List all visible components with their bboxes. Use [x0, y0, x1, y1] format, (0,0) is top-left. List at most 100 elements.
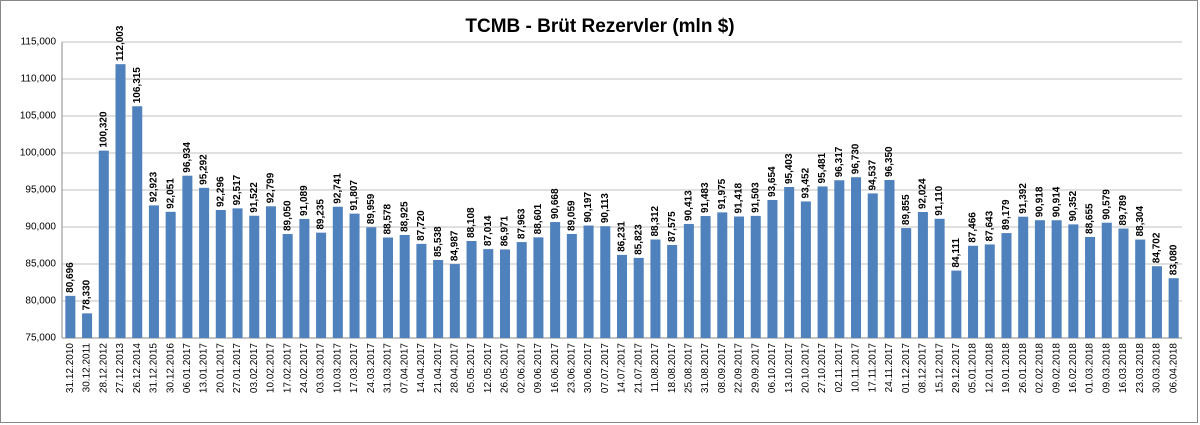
- x-tick-label: 28.04.2017: [449, 343, 460, 393]
- bar: [1034, 220, 1045, 338]
- bar: [1085, 236, 1096, 338]
- chart-title: TCMB - Brüt Rezervler (mln $): [465, 16, 734, 37]
- value-label: 84,987: [449, 230, 460, 261]
- x-tick-label: 05.05.2017: [466, 343, 477, 393]
- bar: [750, 215, 761, 338]
- bar: [1068, 224, 1079, 338]
- x-tick-label: 02.11.2017: [834, 343, 845, 393]
- value-label: 91,503: [750, 182, 761, 213]
- value-label: 90,113: [600, 193, 611, 223]
- x-tick-label: 12.01.2018: [984, 343, 995, 393]
- x-tick-label: 06.01.2017: [182, 343, 193, 393]
- value-label: 84,702: [1152, 232, 1163, 263]
- value-label: 96,730: [851, 143, 862, 174]
- x-tick-label: 29.12.2017: [951, 343, 962, 393]
- bar: [299, 218, 310, 338]
- value-label: 91,392: [1018, 183, 1029, 214]
- x-tick-label: 03.02.2017: [249, 343, 260, 393]
- bar: [499, 249, 510, 338]
- bar: [1101, 222, 1112, 338]
- value-label: 86,231: [617, 221, 628, 252]
- value-label: 89,050: [282, 200, 293, 231]
- bar: [449, 264, 460, 338]
- value-label: 95,403: [784, 153, 795, 184]
- bar: [98, 150, 109, 338]
- bar: [984, 244, 995, 338]
- bar: [148, 205, 159, 338]
- value-label: 91,089: [299, 185, 310, 216]
- value-label: 89,959: [366, 193, 377, 224]
- bar: [917, 212, 928, 338]
- bar: [600, 226, 611, 338]
- bar: [1018, 216, 1029, 338]
- bar: [282, 234, 293, 338]
- value-label: 88,578: [383, 203, 394, 234]
- value-label: 89,855: [901, 194, 912, 225]
- x-tick-label: 11.08.2017: [650, 343, 661, 393]
- x-tick-label: 25.08.2017: [684, 343, 695, 393]
- bar: [433, 260, 444, 338]
- value-label: 90,914: [1051, 186, 1062, 217]
- bar: [265, 206, 276, 338]
- bar: [215, 210, 226, 338]
- x-tick-label: 30.12.2016: [165, 343, 176, 393]
- bar: [132, 106, 143, 338]
- bar: [616, 254, 628, 338]
- x-tick-label: 31.12.2015: [149, 343, 160, 393]
- bar: [65, 295, 76, 338]
- value-label: 85,823: [633, 224, 644, 255]
- bar: [934, 218, 945, 338]
- value-label: 78,330: [82, 279, 93, 310]
- value-label: 96,934: [182, 142, 193, 173]
- x-tick-label: 27.01.2017: [232, 343, 243, 393]
- x-tick-label: 26.12.2014: [132, 343, 143, 393]
- y-tick-label: 85,000: [25, 259, 56, 270]
- x-tick-label: 30.12.2011: [82, 343, 93, 393]
- value-label: 91,110: [934, 185, 945, 215]
- x-tick-label: 20.10.2017: [801, 343, 812, 393]
- bar: [249, 215, 260, 338]
- bar: [951, 270, 962, 338]
- x-tick-label: 31.08.2017: [700, 343, 711, 393]
- value-label: 92,923: [149, 171, 160, 202]
- x-tick-label: 14.07.2017: [617, 343, 628, 393]
- x-tick-label: 22.09.2017: [734, 343, 745, 393]
- x-tick-label: 15.12.2017: [934, 343, 945, 393]
- x-tick-label: 08.12.2017: [918, 343, 929, 393]
- bar: [382, 237, 393, 338]
- x-tick-label: 21.04.2017: [433, 343, 444, 393]
- value-label: 84,111: [951, 238, 962, 268]
- x-tick-label: 17.11.2017: [867, 343, 878, 393]
- x-tick-label: 17.02.2017: [282, 343, 293, 393]
- y-tick-label: 90,000: [25, 222, 56, 233]
- y-tick-label: 100,000: [20, 148, 57, 159]
- value-label: 88,108: [466, 207, 477, 238]
- value-label: 88,925: [399, 201, 410, 232]
- x-tick-label: 24.02.2017: [299, 343, 310, 393]
- bar: [784, 187, 795, 338]
- x-tick-label: 21.07.2017: [633, 343, 644, 393]
- x-tick-label: 23.03.2018: [1135, 343, 1146, 393]
- value-label: 91,483: [700, 182, 711, 213]
- value-label: 87,014: [483, 215, 494, 246]
- y-tick-label: 80,000: [25, 296, 56, 307]
- x-tick-label: 10.11.2017: [851, 343, 862, 393]
- bar: [199, 187, 210, 338]
- x-tick-label: 06.04.2018: [1168, 343, 1179, 393]
- x-tick-label: 27.10.2017: [817, 343, 828, 393]
- bar: [717, 212, 728, 338]
- bar: [165, 211, 176, 338]
- bar: [1135, 239, 1146, 338]
- bar: [1001, 233, 1012, 338]
- value-label: 89,789: [1118, 195, 1129, 226]
- bar: [1168, 278, 1179, 338]
- value-label: 91,807: [349, 180, 360, 211]
- bar: [683, 223, 694, 338]
- x-tick-label: 02.06.2017: [516, 343, 527, 393]
- x-tick-label: 09.02.2018: [1051, 343, 1062, 393]
- value-label: 95,481: [817, 152, 828, 183]
- x-tick-label: 13.01.2017: [199, 343, 210, 393]
- x-tick-label: 28.12.2012: [98, 343, 109, 393]
- bar: [800, 201, 811, 338]
- x-tick-label: 05.01.2018: [968, 343, 979, 393]
